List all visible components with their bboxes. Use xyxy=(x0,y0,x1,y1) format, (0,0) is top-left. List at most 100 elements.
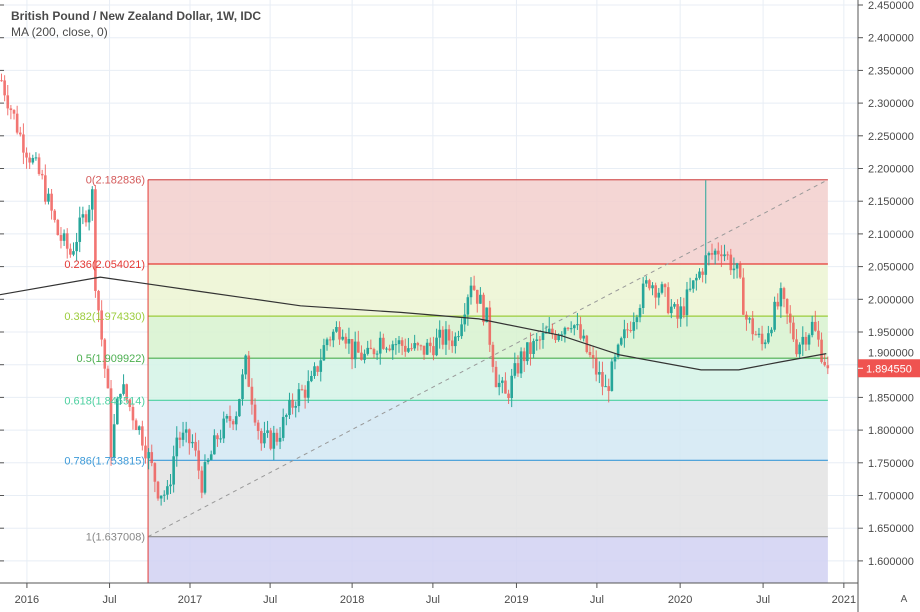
candle-down xyxy=(141,420,144,451)
candle-body xyxy=(338,327,341,340)
candle-up xyxy=(723,244,726,262)
candle-up xyxy=(112,414,116,461)
time-tick-label: 2020 xyxy=(668,594,692,606)
chart-legend: British Pound / New Zealand Dollar, 1W, … xyxy=(11,8,261,40)
candle-body xyxy=(341,336,344,340)
price-tick-label: 1.600000 xyxy=(868,556,914,568)
candle-body xyxy=(56,219,60,236)
candle-down xyxy=(178,431,182,449)
candle-body xyxy=(651,285,654,289)
candle-body xyxy=(576,324,579,326)
candle-body xyxy=(188,429,191,444)
candle-up xyxy=(203,454,207,495)
candle-body xyxy=(695,277,698,281)
candle-down xyxy=(754,330,758,336)
candle-up xyxy=(582,329,585,342)
candle-up xyxy=(206,458,210,465)
candle-down xyxy=(303,385,307,409)
candle-body xyxy=(300,389,304,391)
candle-body xyxy=(432,346,435,356)
candle-body xyxy=(288,399,291,416)
candle-body xyxy=(209,454,213,461)
candle-body xyxy=(770,329,773,334)
candle-up xyxy=(353,331,357,369)
candle-body xyxy=(472,285,476,290)
candle-body xyxy=(100,310,103,340)
candle-body xyxy=(682,306,686,316)
candles xyxy=(0,73,830,506)
candle-body xyxy=(184,429,188,433)
candle-up xyxy=(347,327,351,354)
candle-body xyxy=(482,294,485,323)
candle-body xyxy=(635,317,639,323)
candle-up xyxy=(670,299,673,319)
candle-up xyxy=(175,426,179,467)
candle-body xyxy=(62,233,66,241)
candle-up xyxy=(162,490,166,502)
candle-down xyxy=(607,378,611,403)
candle-up xyxy=(172,445,175,493)
candle-up xyxy=(159,495,163,506)
auto-scale-button[interactable]: A xyxy=(900,594,908,605)
candle-down xyxy=(579,316,582,341)
candle-up xyxy=(425,338,429,356)
candle-body xyxy=(84,214,88,223)
candle-body xyxy=(366,347,370,354)
candle-body xyxy=(554,334,557,341)
candle-body xyxy=(194,441,197,451)
candle-down xyxy=(522,347,526,372)
candle-down xyxy=(256,419,260,440)
candle-down xyxy=(472,275,476,292)
candle-down xyxy=(419,344,423,351)
candle-body xyxy=(723,254,726,257)
candle-up xyxy=(638,304,642,323)
price-tick-label: 1.800000 xyxy=(868,425,914,437)
candle-up xyxy=(81,206,85,225)
candle-body xyxy=(707,253,711,256)
candle-body xyxy=(319,360,323,372)
candle-up xyxy=(325,337,329,351)
candle-body xyxy=(385,348,388,350)
candle-down xyxy=(0,73,3,82)
candle-down xyxy=(507,389,510,404)
last-price-box xyxy=(858,359,920,378)
candle-down xyxy=(432,336,435,361)
candle-body xyxy=(507,393,510,399)
candle-body xyxy=(757,333,761,335)
candle-up xyxy=(435,328,438,357)
candle-up xyxy=(644,276,648,288)
candle-up xyxy=(116,396,119,425)
candle-up xyxy=(632,312,636,339)
candle-body xyxy=(732,268,736,271)
time-tick-label: Jul xyxy=(263,594,277,606)
candle-body xyxy=(594,358,598,375)
candle-up xyxy=(238,398,241,417)
candle-down xyxy=(197,440,200,480)
candle-down xyxy=(745,311,748,331)
indicator-label[interactable]: MA (200, close, 0) xyxy=(11,25,108,39)
candle-body xyxy=(272,432,276,449)
candle-down xyxy=(814,310,817,332)
candle-down xyxy=(37,153,41,176)
candle-up xyxy=(209,450,213,461)
candle-body xyxy=(407,348,410,352)
candle-down xyxy=(701,268,704,283)
candle-down xyxy=(538,336,542,350)
candle-body xyxy=(501,380,504,383)
candle-body xyxy=(729,254,733,271)
fibonacci-retracement[interactable] xyxy=(147,179,829,583)
time-axis[interactable]: 2016 Jul 2017 Jul 2018 Jul 2019 Jul 2020 Jul 2021 xyxy=(0,582,858,606)
candle-down xyxy=(654,282,657,309)
fib-zone-0 xyxy=(148,179,828,264)
candle-body xyxy=(360,352,363,360)
candle-body xyxy=(629,330,632,332)
candle-body xyxy=(745,314,748,320)
candle-down xyxy=(156,480,160,501)
price-tick-label: 1.950000 xyxy=(868,327,914,339)
candle-down xyxy=(200,466,204,499)
price-tick-label: 1.900000 xyxy=(868,347,914,359)
candle-body xyxy=(231,421,235,425)
candle-up xyxy=(651,282,654,296)
